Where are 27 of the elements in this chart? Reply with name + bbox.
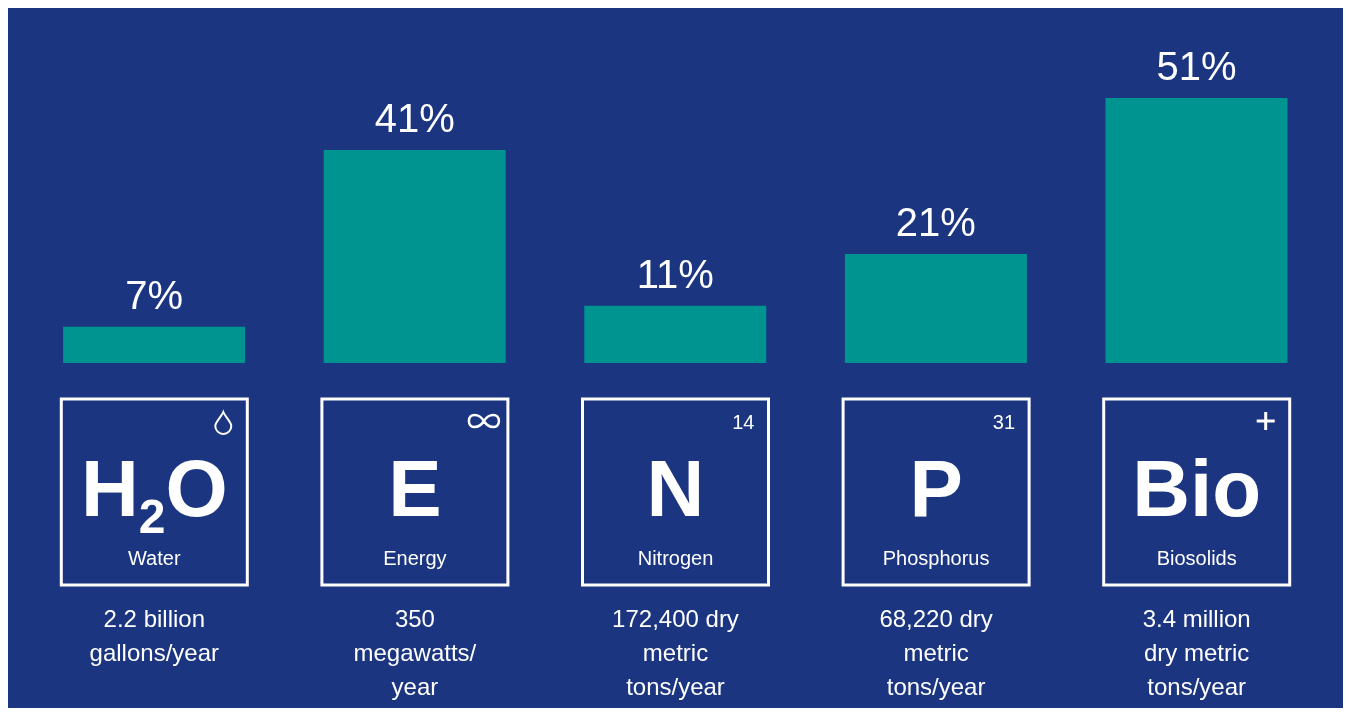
text: 350 megawatts/year <box>353 605 477 700</box>
bar <box>844 253 1027 363</box>
x-tick-label: Nitrogen <box>637 547 714 569</box>
data-label: 41% <box>374 95 455 140</box>
text: Bio <box>1132 444 1262 533</box>
text: 3.4 million dry metric tons/year <box>1142 605 1251 700</box>
text: 2.2 billion gallons/year <box>89 605 220 666</box>
bar <box>63 326 246 363</box>
x-tick-label: Phosphorus <box>882 547 990 569</box>
text: E <box>388 444 442 533</box>
data-label: 11% <box>636 251 714 296</box>
text: P <box>909 444 963 533</box>
bar <box>323 149 506 363</box>
text: N <box>646 444 705 533</box>
bar <box>584 305 767 363</box>
text: 172,400 dry metric tons/year <box>612 605 739 700</box>
bar <box>1105 98 1288 363</box>
text: H$_{2}$O <box>80 444 228 543</box>
x-tick-label: Water <box>128 547 181 569</box>
text: 31 <box>992 411 1016 433</box>
x-tick-label: Biosolids <box>1156 547 1237 569</box>
data-label: 7% <box>125 272 183 317</box>
text: 14 <box>732 411 755 433</box>
data-label: 51% <box>1156 44 1237 88</box>
x-tick-label: Energy <box>383 547 447 569</box>
data-label: 21% <box>895 199 976 244</box>
text: 68,220 dry metric tons/year <box>879 605 993 700</box>
